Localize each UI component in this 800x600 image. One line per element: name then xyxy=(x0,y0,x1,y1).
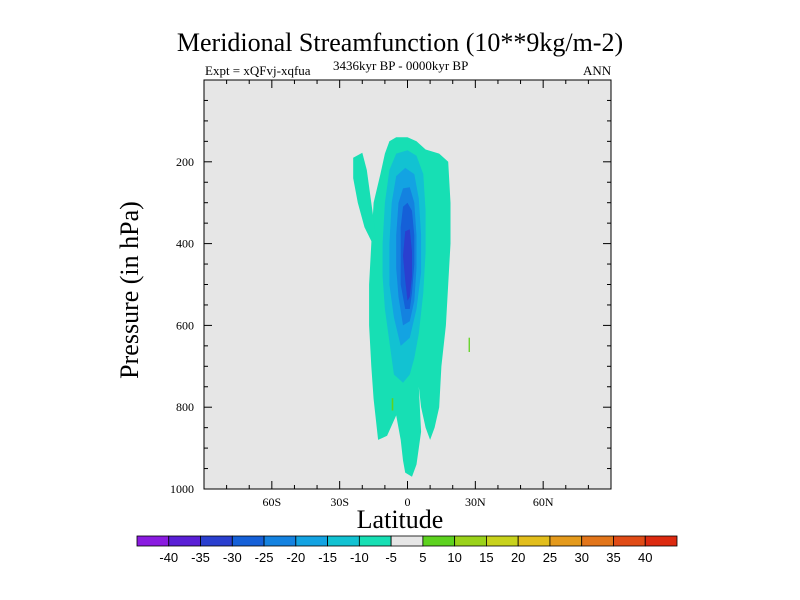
colorbar-swatch-16 xyxy=(644,535,678,547)
period-label: 3436kyr BP - 0000kyr BP xyxy=(333,58,469,73)
colorbar-swatch-12 xyxy=(517,535,551,547)
colorbar-swatch-8 xyxy=(390,535,424,547)
colorbar-swatch-5 xyxy=(295,535,328,547)
colorbar-swatch-14 xyxy=(581,535,614,547)
colorbar-label: 25 xyxy=(543,550,557,565)
colorbar-label: 20 xyxy=(511,550,525,565)
x-tick-label: 60S xyxy=(262,495,281,509)
experiment-label: Expt = xQFvj-xqfua xyxy=(205,63,311,78)
chart-title: Meridional Streamfunction (10**9kg/m-2) xyxy=(176,28,624,57)
colorbar-swatch-1 xyxy=(168,535,201,547)
colorbar-swatch-15 xyxy=(613,535,646,547)
y-tick-label: 1000 xyxy=(170,482,194,496)
colorbar-swatch-4 xyxy=(263,535,297,547)
colorbar-label: -35 xyxy=(191,550,210,565)
colorbar-swatch-11 xyxy=(486,535,519,547)
colorbar-label: -15 xyxy=(318,550,337,565)
colorbar-swatch-2 xyxy=(200,535,233,547)
colorbar-label: -10 xyxy=(350,550,369,565)
colorbar-label: -20 xyxy=(286,550,305,565)
contour-region-1 xyxy=(353,152,376,246)
colorbar-label: -25 xyxy=(255,550,274,565)
x-tick-label: 30S xyxy=(330,495,349,509)
colorbar-swatch-10 xyxy=(454,535,487,547)
contour-region-7 xyxy=(468,337,470,352)
x-tick-label: 60N xyxy=(533,495,554,509)
y-tick-label: 200 xyxy=(176,155,194,169)
colorbar-swatch-6 xyxy=(327,535,360,547)
colorbar-swatch-9 xyxy=(422,535,456,547)
contour-region-8 xyxy=(391,398,394,411)
colorbar-swatch-13 xyxy=(549,535,583,547)
colorbar-label: 5 xyxy=(419,550,426,565)
colorbar-swatch-7 xyxy=(358,535,392,547)
colorbar-label: 30 xyxy=(574,550,588,565)
colorbar-label: 10 xyxy=(447,550,461,565)
x-tick-label: 30N xyxy=(465,495,486,509)
colorbar-label: 35 xyxy=(606,550,620,565)
y-tick-label: 600 xyxy=(176,318,194,332)
season-label: ANN xyxy=(583,63,612,78)
colorbar-label: -40 xyxy=(159,550,178,565)
colorbar-swatch-3 xyxy=(231,535,265,547)
colorbar-swatch-0 xyxy=(136,535,170,547)
y-tick-label: 800 xyxy=(176,400,194,414)
x-tick-label: 0 xyxy=(405,495,411,509)
colorbar-label: 15 xyxy=(479,550,493,565)
colorbar-label: 40 xyxy=(638,550,652,565)
colorbar-label: -5 xyxy=(385,550,397,565)
x-axis-label: Latitude xyxy=(356,505,444,534)
colorbar-label: -30 xyxy=(223,550,242,565)
contour-region-6 xyxy=(403,229,412,301)
y-tick-label: 400 xyxy=(176,237,194,251)
